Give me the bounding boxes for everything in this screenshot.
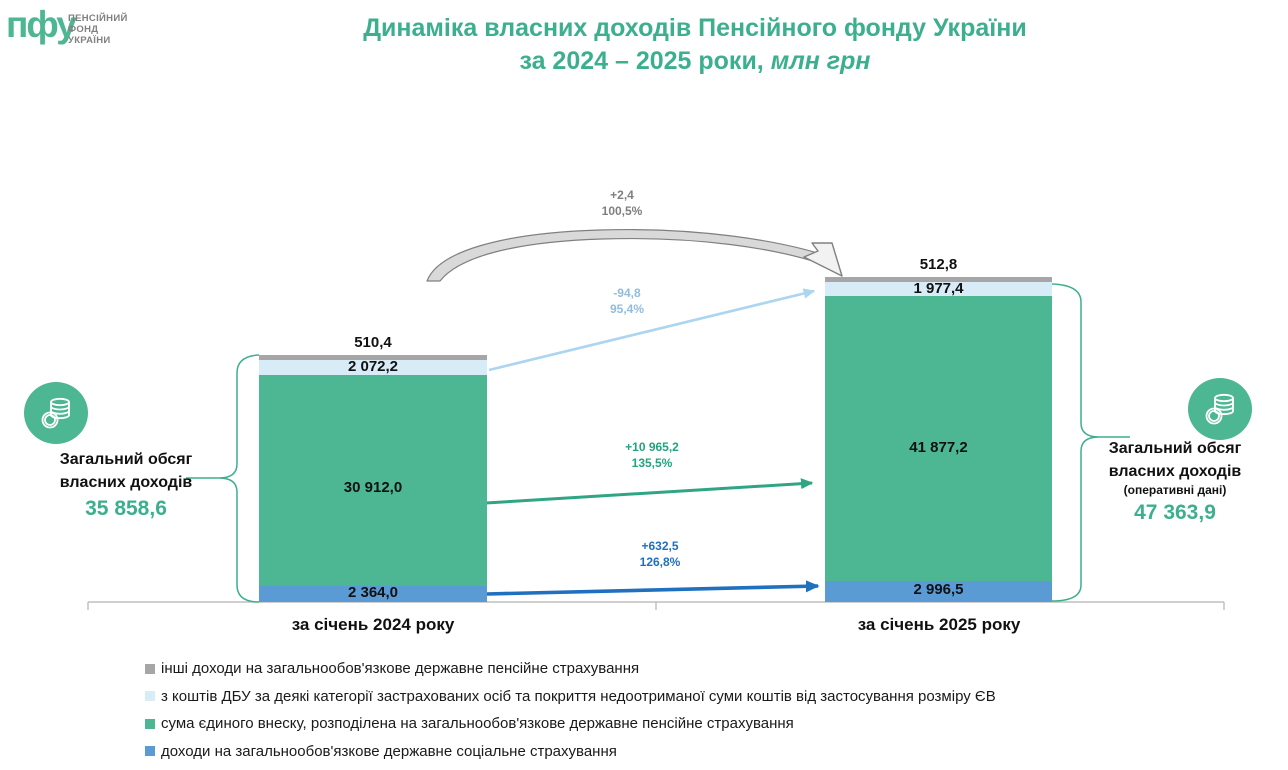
right-summary-line-2: власних доходів bbox=[1108, 463, 1242, 480]
bar-2025-segment-social bbox=[825, 581, 1052, 602]
change-single-annotation: +10 965,2 135,5% bbox=[592, 440, 712, 471]
pfu-logo: пфу bbox=[6, 4, 77, 45]
coins-icon bbox=[24, 382, 88, 444]
change-single-percent: 135,5% bbox=[631, 455, 673, 470]
bar-2025-segment-single-contribution bbox=[825, 296, 1052, 581]
legend-swatch-gray bbox=[145, 663, 155, 674]
legend-item-single-contribution: сума єдиного внеску, розподілена на зага… bbox=[145, 714, 996, 733]
org-line-2: ФОНД bbox=[68, 24, 99, 35]
legend-label: сума єдиного внеску, розподілена на зага… bbox=[161, 715, 794, 732]
left-summary: Загальний обсяг власних доходів 35 858,6 bbox=[26, 448, 226, 520]
title-unit: млн грн bbox=[770, 47, 871, 75]
title-line-1: Динаміка власних доходів Пенсійного фонд… bbox=[363, 14, 1027, 42]
legend-label: доходи на загальнообов'язкове державне с… bbox=[161, 742, 617, 760]
bar-2024-segment-single-contribution bbox=[259, 375, 487, 586]
bar-2025-segment-other bbox=[825, 277, 1052, 282]
legend: інші доходи на загальнообов'язкове держа… bbox=[145, 659, 996, 761]
legend-label: інші доходи на загальнообов'язкове держа… bbox=[161, 660, 640, 677]
blue-change-arrow bbox=[486, 580, 820, 596]
change-dbu-annotation: -94,8 95,4% bbox=[567, 286, 687, 317]
change-dbu-percent: 95,4% bbox=[609, 301, 645, 316]
left-summary-line-1: Загальний обсяг bbox=[59, 451, 193, 468]
page-title: Динаміка власних доходів Пенсійного фонд… bbox=[290, 12, 1100, 78]
bar-2024-social-label: 2 364,0 bbox=[347, 584, 399, 601]
title-line-2: за 2024 – 2025 роки, млн грн bbox=[290, 45, 1100, 78]
right-summary-note: (оперативні дані) bbox=[1123, 483, 1227, 497]
bar-2024-category-label: за січень 2024 року bbox=[291, 615, 455, 634]
x-axis bbox=[87, 601, 1225, 610]
bar-2025-segment-dbu bbox=[825, 282, 1052, 296]
left-summary-value: 35 858,6 bbox=[85, 497, 167, 520]
legend-item-other: інші доходи на загальнообов'язкове держа… bbox=[145, 659, 996, 678]
bar-2024-segment-social bbox=[259, 586, 487, 602]
curved-gray-arrow bbox=[426, 229, 843, 282]
legend-swatch-green bbox=[145, 718, 155, 729]
bar-2025-total-label: 512,8 bbox=[919, 256, 958, 273]
bar-2024-segment-dbu bbox=[259, 360, 487, 375]
legend-swatch-blue bbox=[145, 746, 155, 756]
coins-icon bbox=[1188, 378, 1252, 440]
left-summary-line-2: власних доходів bbox=[59, 474, 193, 491]
change-dbu-delta: -94,8 bbox=[613, 286, 641, 300]
right-summary-line-1: Загальний обсяг bbox=[1108, 440, 1242, 457]
legend-label: з коштів ДБУ за деякі категорії застрахо… bbox=[161, 687, 996, 705]
bar-2025-dbu-label: 1 977,4 bbox=[913, 280, 964, 297]
right-summary-icon-wrap bbox=[1188, 378, 1252, 440]
bar-2024-segment-other bbox=[259, 355, 487, 360]
left-summary-icon-wrap bbox=[24, 382, 88, 444]
pfu-logo-org-name: ПЕНСІЙНИЙ ФОНД УКРАЇНИ bbox=[68, 13, 128, 46]
org-line-1: ПЕНСІЙНИЙ bbox=[68, 13, 128, 24]
right-summary-value: 47 363,9 bbox=[1134, 501, 1216, 524]
legend-swatch-light-blue bbox=[145, 691, 155, 701]
change-other-annotation: +2,4 100,5% bbox=[562, 188, 682, 219]
change-social-annotation: +632,5 126,8% bbox=[600, 539, 720, 570]
title-years: за 2024 – 2025 роки, bbox=[519, 47, 764, 75]
legend-item-dbu: з коштів ДБУ за деякі категорії застрахо… bbox=[145, 687, 996, 706]
green-change-arrow bbox=[485, 478, 814, 505]
change-other-percent: 100,5% bbox=[601, 203, 643, 218]
change-social-percent: 126,8% bbox=[639, 554, 681, 569]
legend-item-social: доходи на загальнообов'язкове державне с… bbox=[145, 742, 996, 761]
change-other-delta: +2,4 bbox=[610, 188, 634, 202]
org-line-3: УКРАЇНИ bbox=[68, 35, 111, 46]
change-single-delta: +10 965,2 bbox=[625, 440, 679, 454]
bar-2024-dbu-label: 2 072,2 bbox=[347, 358, 399, 375]
change-social-delta: +632,5 bbox=[641, 539, 679, 553]
bar-2024-total-label: 510,4 bbox=[354, 334, 392, 351]
bar-2025-single-label: 41 877,2 bbox=[909, 439, 968, 456]
bar-2025-social-label: 2 996,5 bbox=[913, 581, 964, 598]
bar-2025-category-label: за січень 2025 року bbox=[857, 615, 1021, 634]
right-summary: Загальний обсяг власних доходів (операти… bbox=[1075, 437, 1275, 524]
bar-2024-single-label: 30 912,0 bbox=[343, 479, 403, 496]
